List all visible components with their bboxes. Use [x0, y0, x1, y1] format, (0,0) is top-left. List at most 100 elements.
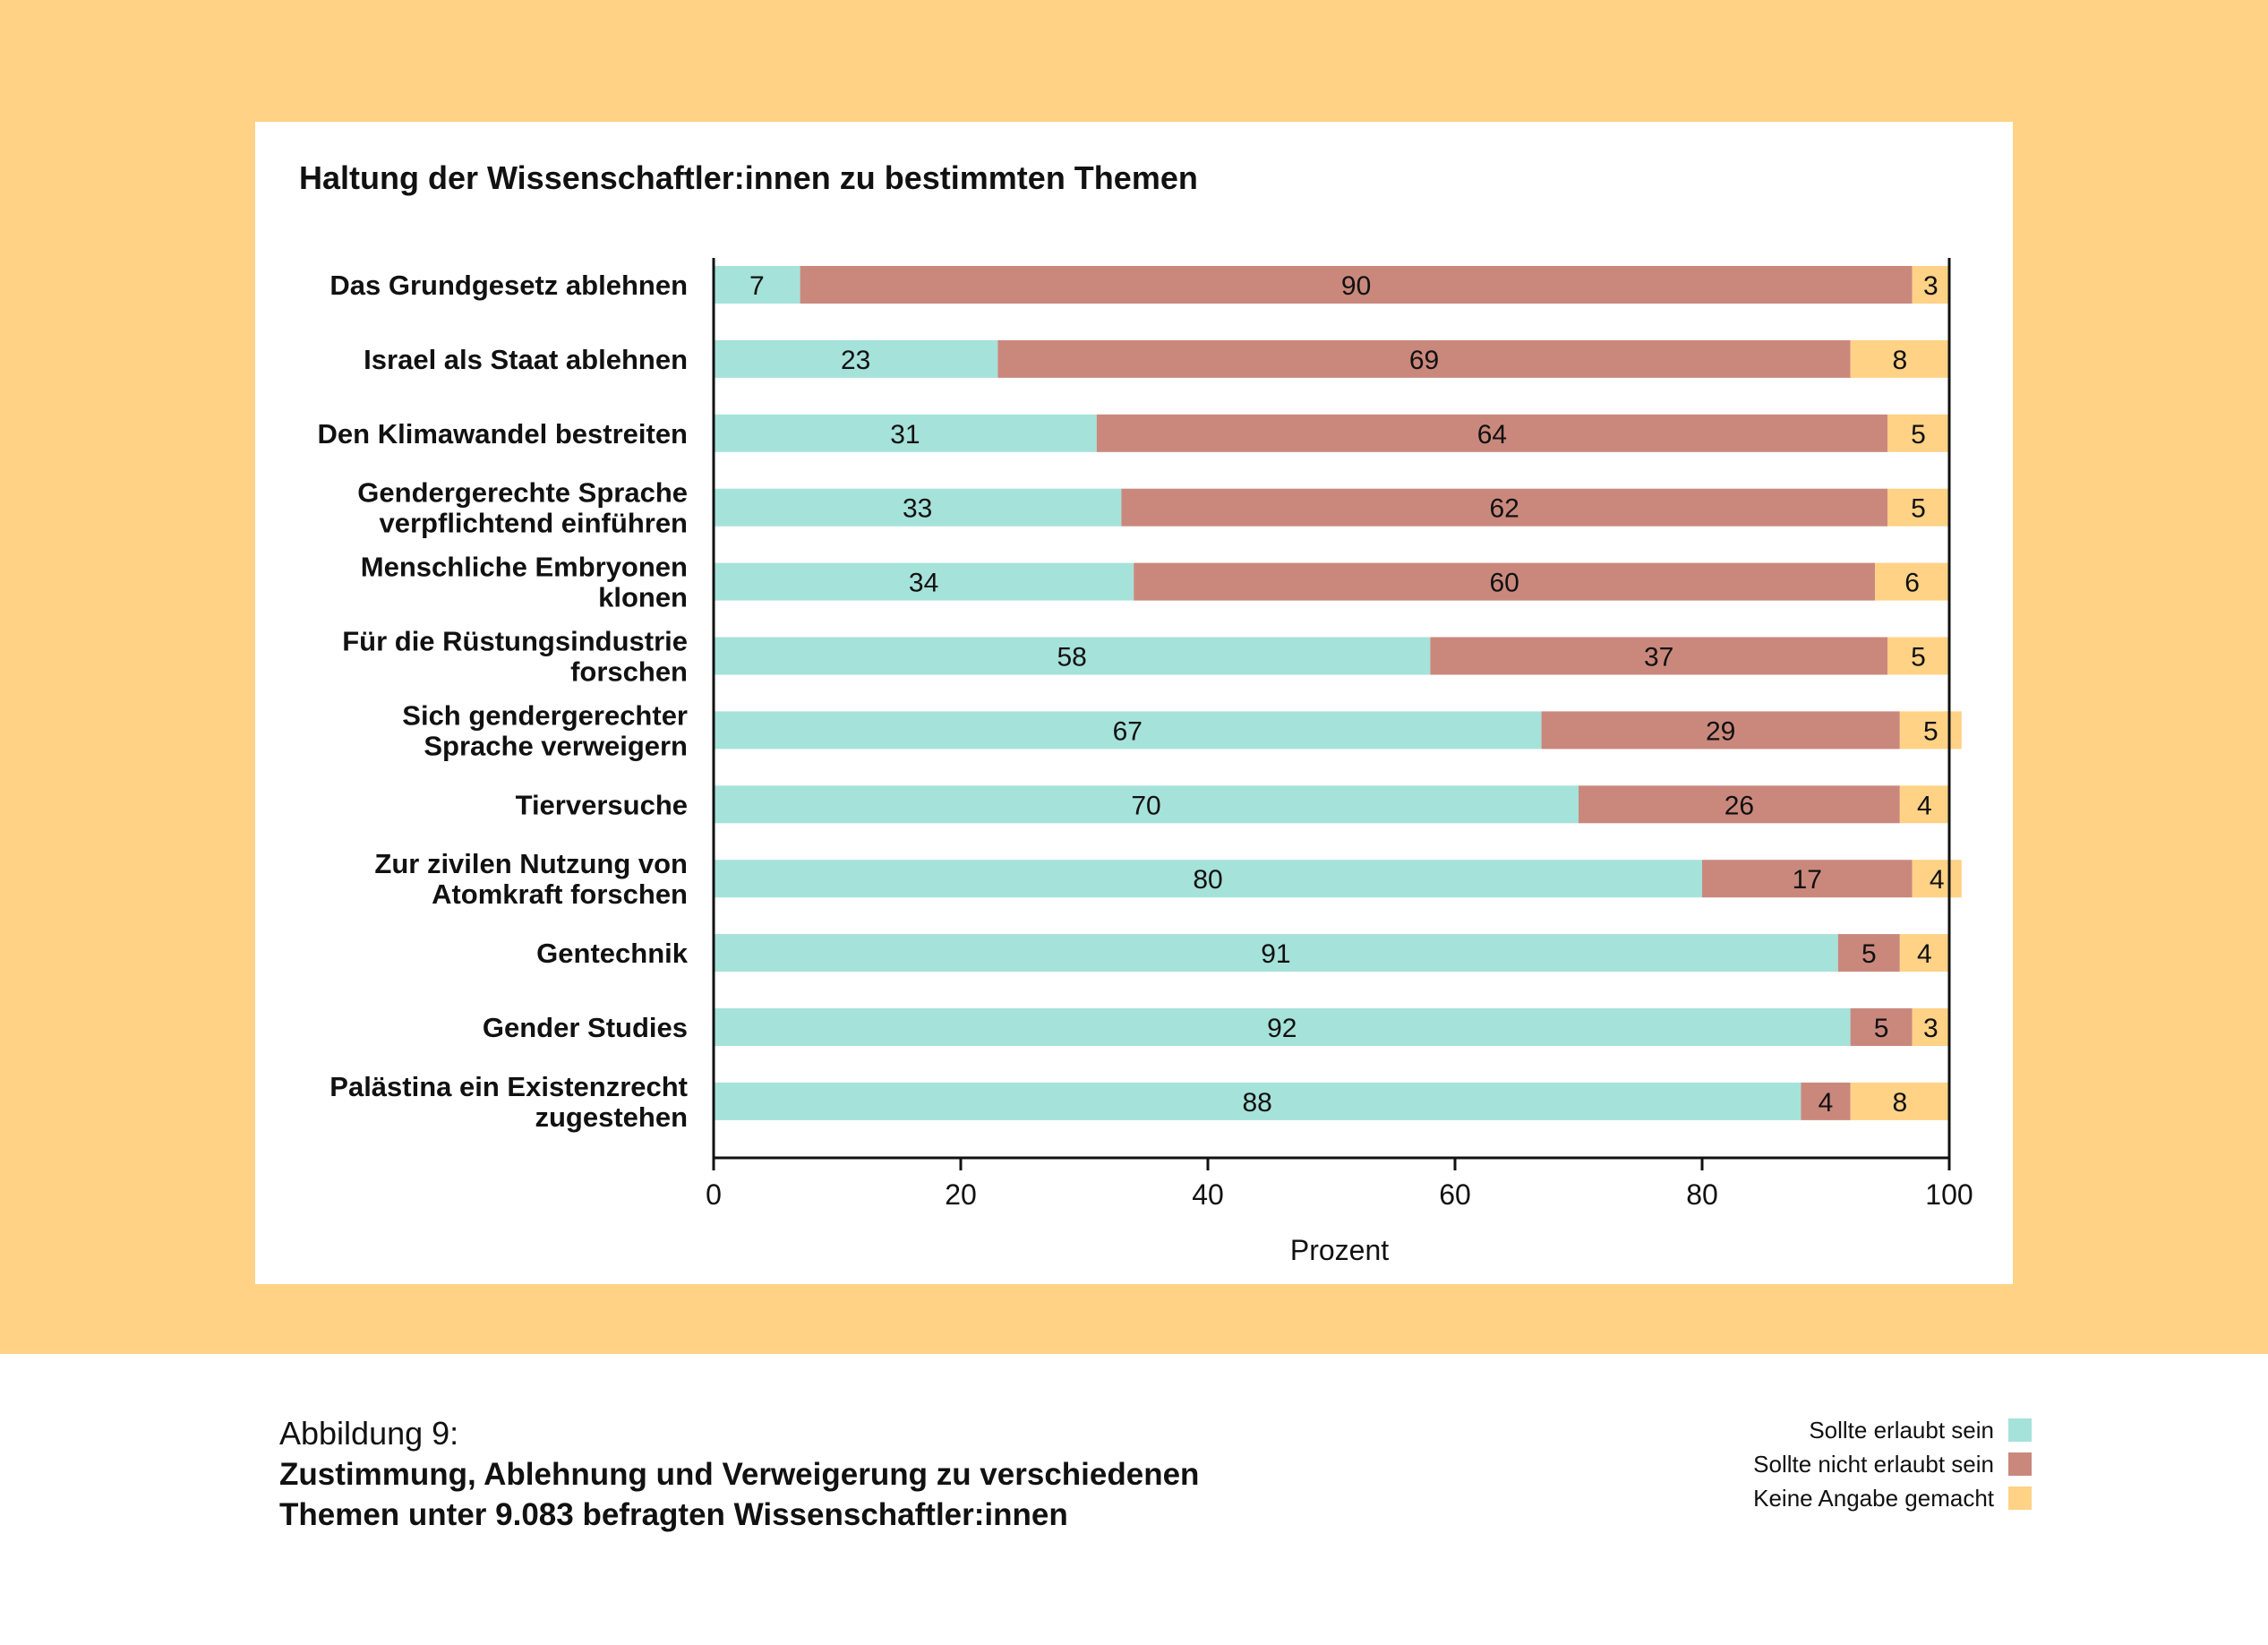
category-label: verpflichtend einführen [380, 508, 688, 539]
bar-segment [1121, 488, 1887, 527]
bar-segment [1134, 562, 1876, 601]
bar-segment [1430, 637, 1887, 675]
category-label: Sich gendergerechter [402, 699, 688, 731]
category-label: Gentechnik [536, 938, 689, 969]
data-label: 58 [1057, 643, 1087, 673]
data-label: 4 [1917, 791, 1932, 820]
data-label: 88 [1243, 1088, 1272, 1118]
bar-segment [800, 266, 1913, 304]
bar-segment [714, 1082, 1802, 1120]
bar-segment [1875, 562, 1949, 601]
data-label: 92 [1267, 1014, 1297, 1043]
bar-segment [1912, 266, 1949, 304]
data-label: 3 [1923, 271, 1938, 301]
legend-swatch [2008, 1418, 2032, 1442]
data-label: 8 [1892, 1088, 1907, 1118]
legend-swatch [2008, 1452, 2032, 1476]
legend-item-nicht-erlaubt: Sollte nicht erlaubt sein [1753, 1447, 2032, 1481]
bar-segment [714, 1008, 1851, 1046]
category-label: klonen [598, 582, 688, 613]
category-label: Sprache verweigern [424, 730, 688, 761]
bar-segment [1541, 711, 1900, 750]
category-label: Gender Studies [483, 1012, 688, 1043]
category-label: Menschliche Embryonen [361, 552, 688, 583]
data-label: 5 [1911, 643, 1926, 673]
data-label: 4 [1819, 1088, 1834, 1118]
bar-segment [1899, 711, 1962, 750]
bar-segment [714, 266, 800, 304]
bar-segment [714, 414, 1097, 452]
category-label: Zur zivilen Nutzung von [374, 848, 688, 879]
legend-item-keine-angabe: Keine Angabe gemacht [1753, 1481, 2032, 1515]
x-tick-label: 40 [1192, 1178, 1224, 1211]
bar-segment [714, 711, 1542, 750]
data-label: 37 [1644, 643, 1673, 673]
bar-segment [1850, 1008, 1913, 1046]
bar-segment [1899, 934, 1949, 972]
bar-segment [714, 934, 1838, 972]
figure-caption-text: Zustimmung, Ablehnung und Verweigerung z… [279, 1457, 1200, 1532]
bar-segment [1579, 785, 1900, 824]
bar-segment [1850, 339, 1949, 378]
bar-segment [1096, 414, 1887, 452]
legend-label: Sollte erlaubt sein [1809, 1416, 1994, 1444]
data-label: 8 [1892, 346, 1907, 375]
category-label: Für die Rüstungsindustrie [342, 626, 688, 657]
data-label: 60 [1490, 569, 1519, 598]
bar-segment [1702, 860, 1913, 898]
data-label: 69 [1409, 346, 1439, 375]
x-axis-title: Prozent [1290, 1234, 1389, 1266]
x-axis: 0 20 40 60 80 100 [706, 258, 1973, 1211]
x-tick-label: 0 [706, 1178, 722, 1211]
data-label: 33 [903, 494, 932, 524]
data-label: 80 [1193, 865, 1222, 895]
category-label: Palästina ein Existenzrecht [330, 1071, 688, 1102]
bar-segment [714, 562, 1134, 601]
bar-segment [1887, 488, 1949, 527]
category-label: Tierversuche [516, 789, 688, 820]
data-label: 34 [909, 569, 938, 598]
data-label: 17 [1793, 865, 1822, 895]
chart-title: Haltung der Wissenschaftler:innen zu bes… [299, 159, 1198, 196]
x-tick-label: 100 [1925, 1178, 1973, 1211]
data-label: 64 [1477, 420, 1507, 450]
bar-segment [714, 637, 1431, 675]
category-label: Den Klimawandel bestreiten [318, 418, 688, 450]
x-tick-label: 60 [1439, 1178, 1471, 1211]
bar-segment [1837, 934, 1900, 972]
data-label: 5 [1911, 494, 1926, 524]
bar-segment [1912, 860, 1962, 898]
bar-segment [714, 488, 1122, 527]
legend-label: Sollte nicht erlaubt sein [1753, 1450, 1994, 1478]
bar-segment [1887, 414, 1949, 452]
bar-segment [1801, 1082, 1851, 1120]
data-label: 29 [1706, 716, 1735, 746]
data-label: 7 [749, 271, 765, 301]
bar-segment [997, 339, 1851, 378]
bar-segment [714, 860, 1702, 898]
legend: Sollte erlaubt sein Sollte nicht erlaubt… [1753, 1413, 2032, 1515]
figure-number: Abbildung 9: [279, 1415, 459, 1452]
data-label: 6 [1904, 569, 1920, 598]
data-label: 26 [1725, 791, 1754, 820]
figure-caption: Abbildung 9: Zustimmung, Ablehnung und V… [279, 1413, 1199, 1535]
category-label: forschen [570, 656, 688, 688]
category-labels: Das Grundgesetz ablehnen Israel als Staat… [318, 270, 689, 1133]
bar-segment [1912, 1008, 1949, 1046]
data-label: 5 [1874, 1014, 1889, 1043]
data-label: 5 [1861, 939, 1877, 969]
data-label: 3 [1923, 1014, 1938, 1043]
category-label: Gendergerechte Sprache [357, 477, 688, 509]
legend-item-erlaubt: Sollte erlaubt sein [1753, 1413, 2032, 1447]
legend-label: Keine Angabe gemacht [1753, 1484, 1994, 1512]
bars-layer: 7 90 323 69 831 64 533 62 534 60 658 37 567 29 570 26 48… [714, 266, 1962, 1120]
category-label: Das Grundgesetz ablehnen [330, 270, 688, 301]
x-tick-label: 80 [1686, 1178, 1718, 1211]
data-label: 67 [1113, 716, 1143, 746]
legend-swatch [2008, 1486, 2032, 1510]
bar-segment [1887, 637, 1949, 675]
category-label: Atomkraft forschen [432, 878, 688, 910]
data-label: 70 [1131, 791, 1160, 820]
data-label: 4 [1917, 939, 1932, 969]
